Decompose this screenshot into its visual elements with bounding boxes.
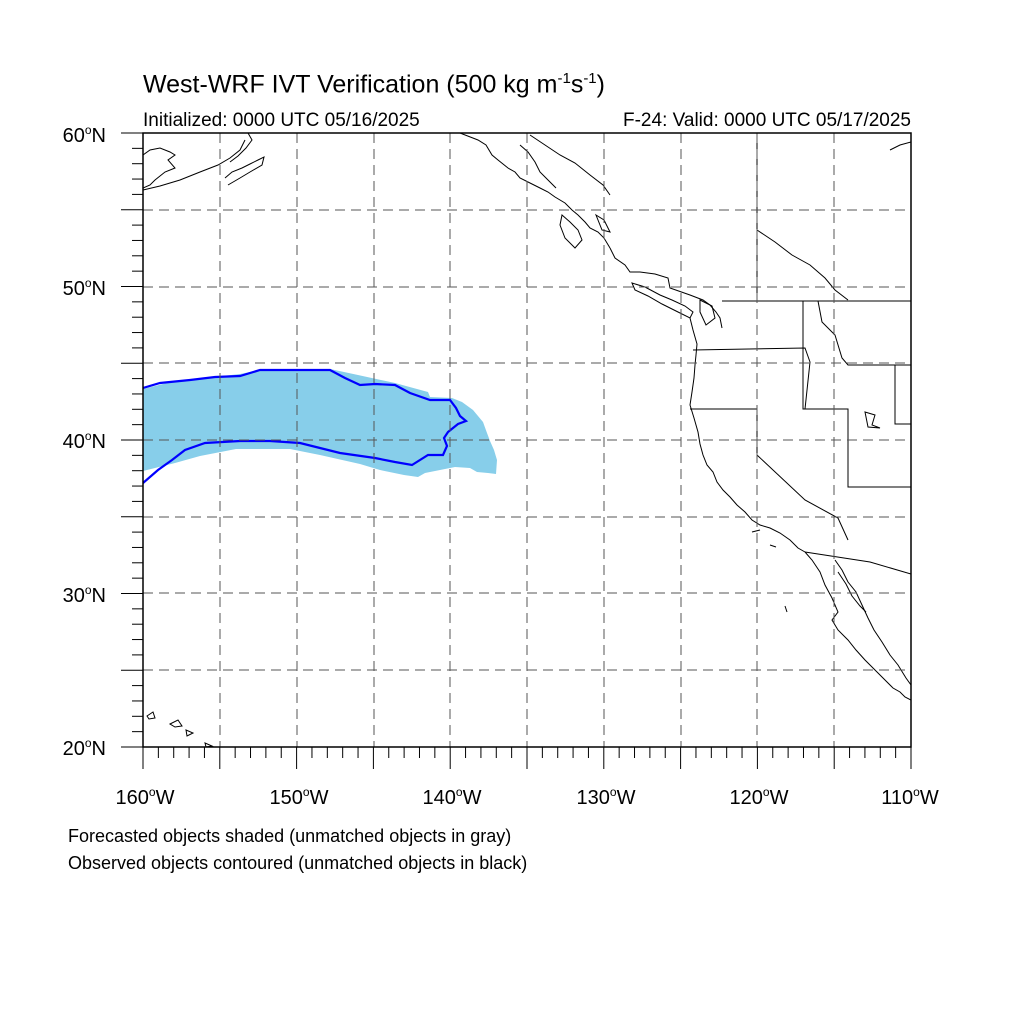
lon-label-150: 150oW	[270, 785, 329, 809]
initialized-time: Initialized: 0000 UTC 05/16/2025	[143, 110, 420, 131]
lon-label-140: 140oW	[423, 785, 482, 809]
gridlines	[143, 133, 911, 747]
valid-time: F-24: Valid: 0000 UTC 05/17/2025	[623, 110, 911, 131]
lat-label-20: 20oN	[63, 736, 106, 760]
lat-label-30: 30oN	[63, 583, 106, 607]
lat-label-50: 50oN	[63, 276, 106, 300]
lon-label-110: 110oW	[881, 785, 939, 809]
forecast-object	[143, 369, 497, 477]
legend-note-forecast: Forecasted objects shaded (unmatched obj…	[68, 826, 512, 846]
lat-label-40: 40oN	[63, 429, 106, 453]
lon-label-160: 160oW	[116, 785, 175, 809]
lon-label-120: 120oW	[730, 785, 789, 809]
legend-note-observed: Observed objects contoured (unmatched ob…	[68, 853, 528, 873]
lat-label-60: 60oN	[63, 123, 106, 147]
lon-label-130: 130oW	[577, 785, 636, 809]
coastlines	[143, 133, 911, 747]
longitude-labels: 160oW 150oW 140oW 130oW 120oW 110oW	[116, 785, 939, 809]
latitude-labels: 60oN 50oN 40oN 30oN 20oN	[63, 123, 106, 760]
axis-ticks	[121, 132, 912, 769]
observed-object	[143, 368, 469, 484]
map-title: West-WRF IVT Verification (500 kg m-1s-1…	[143, 70, 605, 99]
